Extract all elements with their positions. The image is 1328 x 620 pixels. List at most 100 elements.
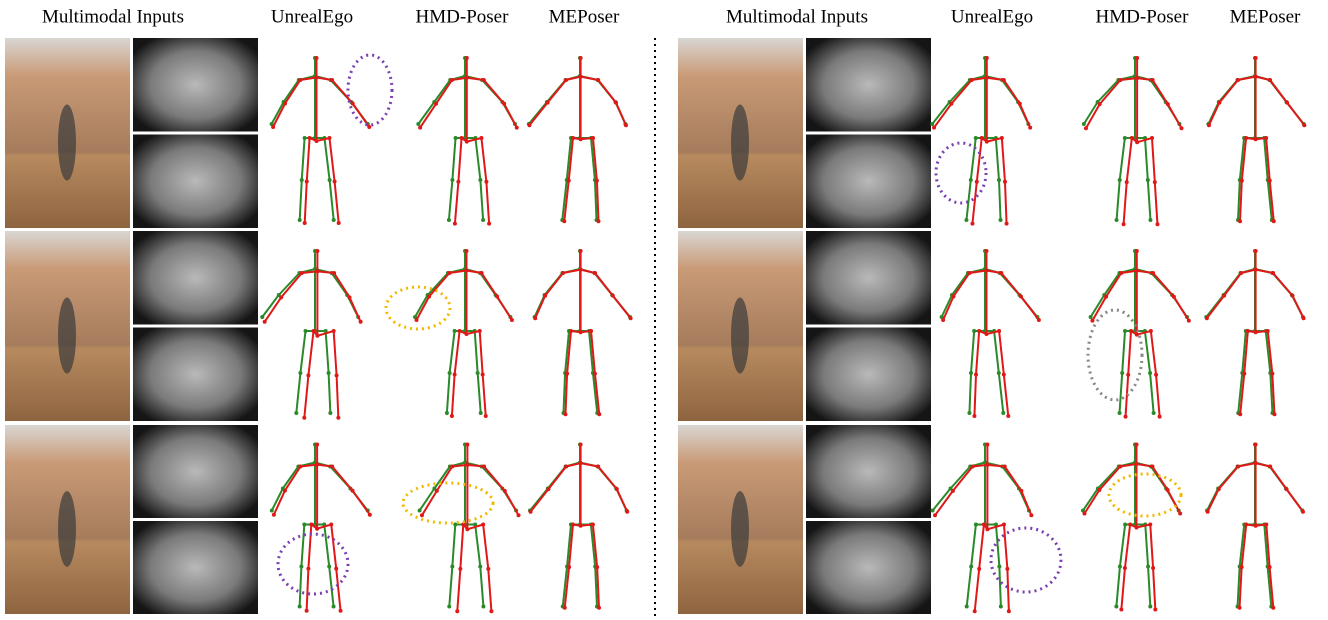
bone xyxy=(467,78,484,80)
joint xyxy=(302,416,306,420)
joint xyxy=(1129,329,1133,333)
joint xyxy=(1244,136,1248,140)
joint xyxy=(309,523,313,527)
bone xyxy=(329,567,333,607)
joint xyxy=(415,318,419,322)
joint xyxy=(327,371,331,375)
bone xyxy=(488,569,491,611)
joint xyxy=(1148,523,1152,527)
bone xyxy=(1270,80,1287,103)
joint xyxy=(1217,101,1221,105)
bone xyxy=(301,525,304,567)
bone xyxy=(331,525,336,569)
bone xyxy=(330,180,334,220)
fisheye-image xyxy=(133,328,258,422)
joint xyxy=(999,218,1003,222)
joint xyxy=(479,411,483,415)
bone xyxy=(505,491,519,515)
joint xyxy=(450,78,454,82)
joint xyxy=(272,513,276,517)
joint xyxy=(1238,606,1242,610)
joint xyxy=(482,78,486,82)
bone xyxy=(478,373,481,413)
joint xyxy=(304,329,308,333)
joint xyxy=(465,269,469,273)
joint xyxy=(453,373,457,377)
bone xyxy=(1292,296,1303,319)
bone xyxy=(1121,568,1125,610)
bone xyxy=(302,138,305,180)
joint xyxy=(283,489,287,493)
joint xyxy=(1217,487,1221,491)
bone xyxy=(1153,80,1168,104)
bone xyxy=(1224,273,1241,296)
joint xyxy=(312,329,316,333)
joint xyxy=(306,567,310,571)
fisheye-image xyxy=(806,135,931,229)
joint xyxy=(997,565,1001,569)
column-header: HMD-Poser xyxy=(1096,6,1190,27)
bone xyxy=(300,567,302,607)
bone xyxy=(307,138,310,182)
joint xyxy=(300,178,304,182)
bone xyxy=(281,273,302,297)
joint xyxy=(589,329,593,333)
joint xyxy=(302,523,306,527)
joint xyxy=(465,443,469,447)
joint xyxy=(579,524,583,528)
person xyxy=(58,105,76,181)
bone xyxy=(975,569,979,611)
joint xyxy=(974,136,978,140)
bone xyxy=(455,331,460,375)
joint xyxy=(1290,294,1294,298)
joint xyxy=(1149,329,1153,333)
joint xyxy=(458,329,462,333)
joint xyxy=(1005,222,1009,226)
joint xyxy=(279,295,283,299)
highlight xyxy=(403,483,493,523)
joint xyxy=(453,222,457,226)
joint xyxy=(332,218,336,222)
joint xyxy=(480,271,484,275)
joint xyxy=(527,123,531,127)
joint xyxy=(489,609,493,613)
bone xyxy=(415,295,428,317)
bone xyxy=(460,525,463,569)
joint xyxy=(579,249,583,253)
bone xyxy=(1004,80,1020,104)
joint xyxy=(315,443,319,447)
joint xyxy=(1254,330,1258,334)
bone xyxy=(1083,489,1098,511)
joint xyxy=(567,179,571,183)
joint xyxy=(328,411,332,415)
joint xyxy=(1254,56,1258,60)
bone xyxy=(1099,467,1120,491)
joint xyxy=(1148,371,1152,375)
bone xyxy=(1007,569,1008,611)
bone xyxy=(969,271,986,274)
bone xyxy=(581,463,599,466)
joint xyxy=(1272,412,1276,416)
bone xyxy=(1120,525,1125,567)
bone xyxy=(531,489,549,512)
bone xyxy=(1002,138,1005,182)
joint xyxy=(930,122,934,126)
bone xyxy=(971,525,976,567)
joint xyxy=(1135,526,1139,530)
joint xyxy=(593,372,597,376)
bone xyxy=(486,182,489,224)
joint xyxy=(427,295,431,299)
joint xyxy=(315,269,319,273)
joint xyxy=(315,527,319,531)
joint xyxy=(596,78,600,82)
joint xyxy=(1120,371,1124,375)
joint xyxy=(1123,523,1127,527)
bone xyxy=(1128,331,1131,375)
bone xyxy=(1150,525,1153,569)
joint xyxy=(330,465,334,469)
joint xyxy=(1158,415,1162,419)
joint xyxy=(1082,512,1086,516)
bone xyxy=(279,273,300,295)
bone xyxy=(952,273,968,295)
joint xyxy=(1115,218,1119,222)
